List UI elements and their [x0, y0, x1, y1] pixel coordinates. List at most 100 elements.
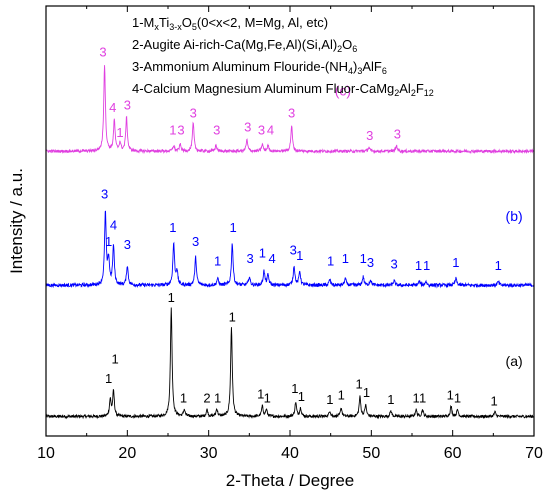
- peak-label: 1: [214, 254, 221, 269]
- x-tick-label: 40: [281, 445, 299, 462]
- legend-entry-part: 2: [337, 44, 342, 54]
- pattern-label: (c): [335, 82, 351, 98]
- peak-label: 1: [423, 258, 430, 273]
- peak-label: 3: [367, 255, 374, 270]
- legend-entry-part: 5: [192, 22, 197, 32]
- xrd-pattern-line: [45, 65, 535, 155]
- x-tick-label: 30: [200, 445, 218, 462]
- peak-label: 1: [360, 251, 367, 266]
- peak-label: 1: [296, 248, 303, 263]
- legend-entry-part: AlF: [362, 59, 382, 74]
- peak-label: 1: [298, 389, 305, 404]
- legend-entry-part: F: [416, 81, 424, 96]
- peak-label: 1: [116, 125, 123, 140]
- peak-label: 1: [169, 220, 176, 235]
- peak-label: 1: [356, 377, 363, 392]
- peak-label: 3: [244, 120, 251, 135]
- peak-label: 4: [268, 251, 275, 266]
- peak-label: 3: [124, 97, 131, 112]
- legend-entry-part: 2-Augite Ai-rich-Ca(Mg,Fe,Al)(Si,Al): [132, 37, 337, 52]
- peak-label: 1: [338, 388, 345, 403]
- peak-label: 3: [99, 44, 106, 59]
- peak-label: 1: [229, 220, 236, 235]
- legend-entry-part: 12: [424, 88, 434, 98]
- peak-label: 1: [112, 351, 119, 366]
- peak-label: 1: [454, 390, 461, 405]
- peak-label: 1: [229, 310, 236, 325]
- peak-label: 3: [247, 251, 254, 266]
- legend-entry-part: Al: [399, 81, 411, 96]
- legend-entry-part: 2: [394, 88, 399, 98]
- peak-label: 3: [101, 187, 108, 202]
- peak-label: 1: [291, 381, 298, 396]
- peak-label: 1: [168, 290, 175, 305]
- legend-entry: 4-Calcium Magnesium Aluminum Fluor-CaMg2…: [132, 81, 434, 98]
- legend-entry-part: (0<x<2, M=Mg, Al, etc): [197, 15, 328, 30]
- peak-label: 1: [105, 234, 112, 249]
- x-tick-label: 50: [362, 445, 380, 462]
- x-tick-label: 70: [525, 445, 543, 462]
- peak-label: 4: [110, 217, 117, 232]
- peak-label: 4: [109, 100, 116, 115]
- peak-label: 1: [452, 255, 459, 270]
- legend-entry-part: O: [342, 37, 352, 52]
- legend-entry-part: 6: [382, 66, 387, 76]
- x-tick-label: 60: [444, 445, 462, 462]
- peak-label: 3: [258, 122, 265, 137]
- peak-label: 1: [447, 388, 454, 403]
- peak-label: 3: [390, 256, 397, 271]
- legend-entry: 3-Ammonium Aluminum Flouride-(NH4)3AlF6: [132, 59, 387, 76]
- legend-entry: 2-Augite Ai-rich-Ca(Mg,Fe,Al)(Si,Al)2O6: [132, 37, 357, 54]
- x-tick-label: 10: [37, 445, 55, 462]
- peak-label: 1: [387, 392, 394, 407]
- peak-label: 3: [288, 106, 295, 121]
- peak-label: 2: [203, 390, 210, 405]
- x-axis-title: 2-Theta / Degree: [226, 471, 355, 490]
- peak-label: 3: [394, 126, 401, 141]
- tick-layer: 10 20 30 40 50 60 70: [37, 6, 543, 462]
- peak-label: 1: [326, 392, 333, 407]
- legend-entry-part: 1-M: [132, 15, 154, 30]
- peak-label: 1: [214, 390, 221, 405]
- y-axis-title: Intensity / a.u.: [7, 168, 26, 274]
- peak-label: 3: [177, 122, 184, 137]
- phase-legend: 1-MxTi3-xO5(0<x<2, M=Mg, Al, etc)2-Augit…: [132, 15, 434, 98]
- legend-entry-part: 2: [411, 88, 416, 98]
- legend-entry-part: Ti: [159, 15, 169, 30]
- series-layer: [45, 65, 535, 420]
- xrd-pattern-line: [45, 307, 535, 420]
- peak-label: 1: [415, 258, 422, 273]
- pattern-label: (b): [506, 208, 523, 224]
- pattern-label: (a): [506, 353, 523, 369]
- legend-entry-part: 3: [357, 66, 362, 76]
- legend-entry: 1-MxTi3-xO5(0<x<2, M=Mg, Al, etc): [132, 15, 328, 32]
- peak-label: 1: [419, 390, 426, 405]
- peak-label: 1: [342, 251, 349, 266]
- peak-label: 3: [290, 243, 297, 258]
- legend-entry-part: 3-Ammonium Aluminum Flouride-(NH: [132, 59, 348, 74]
- legend-entry-part: x: [154, 22, 159, 32]
- legend-entry-part: 4: [348, 66, 353, 76]
- peak-label: 4: [267, 122, 274, 137]
- x-tick-label: 20: [118, 445, 136, 462]
- peak-label: 3: [366, 128, 373, 143]
- peak-label: 1: [495, 258, 502, 273]
- legend-entry-part: O: [182, 15, 192, 30]
- legend-entry-part: 3-x: [169, 22, 182, 32]
- peak-label: 3: [124, 237, 131, 252]
- peak-label: 1: [169, 122, 176, 137]
- peak-label: 1: [363, 385, 370, 400]
- peak-label: 1: [491, 393, 498, 408]
- legend-entry-part: ): [353, 59, 357, 74]
- legend-entry-part: 6: [352, 44, 357, 54]
- peak-label: 1: [257, 387, 264, 402]
- peak-label: 1: [327, 254, 334, 269]
- peak-label: 1: [180, 390, 187, 405]
- peak-label: 1: [259, 245, 266, 260]
- peak-label: 3: [213, 122, 220, 137]
- peak-label: 1: [412, 390, 419, 405]
- peak-label: 1: [105, 371, 112, 386]
- legend-entry-part: 4-Calcium Magnesium Aluminum Fluor-CaMg: [132, 81, 394, 96]
